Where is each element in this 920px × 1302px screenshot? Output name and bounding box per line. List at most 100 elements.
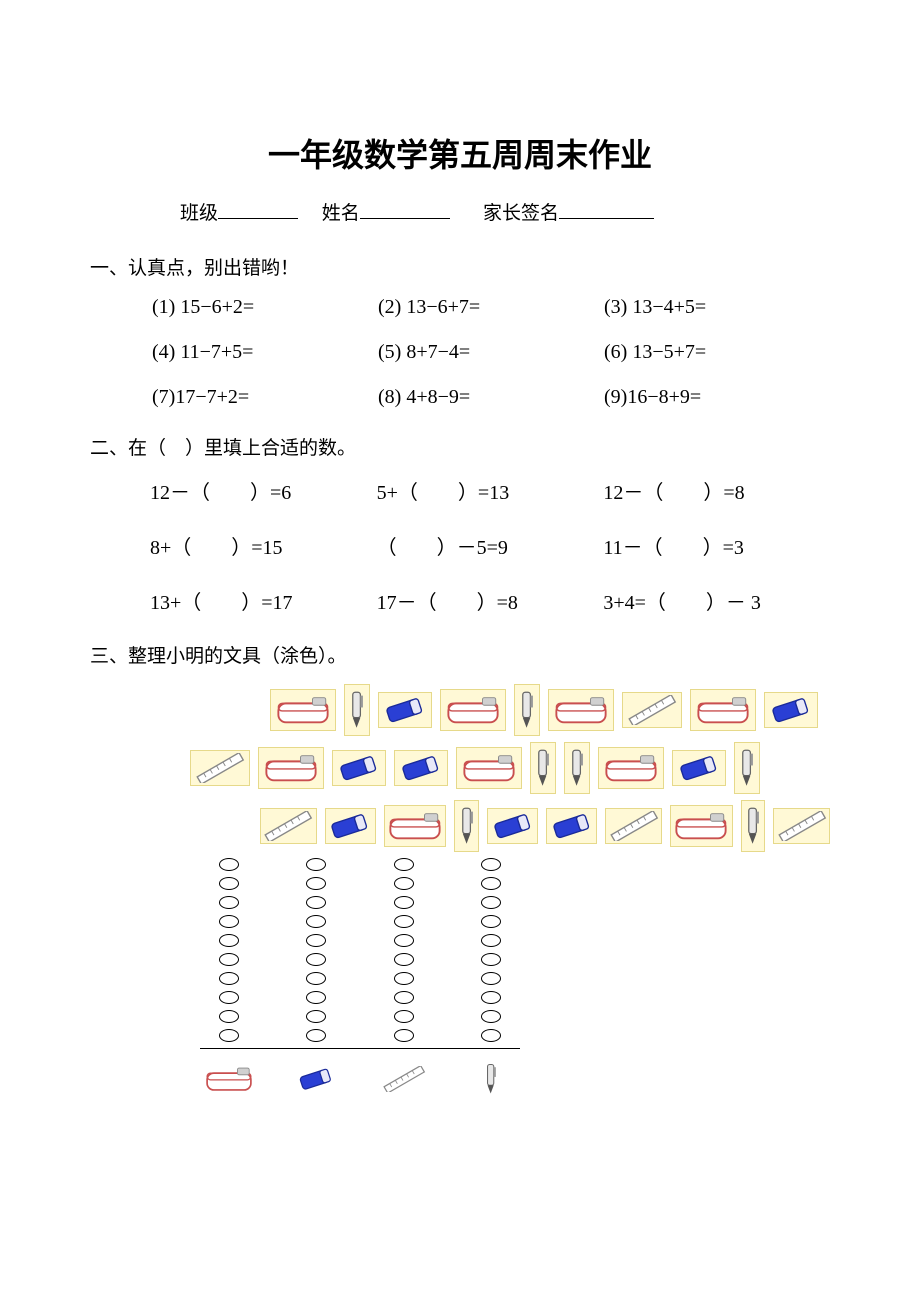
tally-oval[interactable] <box>306 953 326 966</box>
tally-column <box>200 858 258 1042</box>
ruler-icon <box>260 808 317 844</box>
tally-oval[interactable] <box>394 991 414 1004</box>
tally-oval[interactable] <box>306 915 326 928</box>
tally-oval[interactable] <box>481 877 501 890</box>
legend-ruler <box>375 1059 433 1099</box>
name-blank[interactable] <box>360 199 450 219</box>
worksheet-page: 一年级数学第五周周末作业 班级 姓名 家长签名 一、认真点，别出错哟！ (1) … <box>0 0 920 1159</box>
tally-oval[interactable] <box>481 1029 501 1042</box>
tally-oval[interactable] <box>306 972 326 985</box>
box-icon <box>456 747 522 789</box>
tally-oval[interactable] <box>481 934 501 947</box>
info-line: 班级 姓名 家长签名 <box>180 198 830 225</box>
eq-cell: (7)17−7+2= <box>152 386 378 409</box>
eq-cell: (8) 4+8−9= <box>378 386 604 409</box>
scatter-row <box>270 684 830 736</box>
tally-oval[interactable] <box>481 896 501 909</box>
tally-oval[interactable] <box>481 1010 501 1023</box>
tally-oval[interactable] <box>394 915 414 928</box>
tally-oval[interactable] <box>219 972 239 985</box>
section3-head: 三、整理小明的文具（涂色）。 <box>90 641 830 668</box>
tally-oval[interactable] <box>219 934 239 947</box>
eq-cell: (1) 15−6+2= <box>152 296 378 319</box>
tally-oval[interactable] <box>394 1029 414 1042</box>
tally-oval[interactable] <box>394 934 414 947</box>
tally-oval[interactable] <box>481 991 501 1004</box>
legend-eraser <box>288 1059 346 1099</box>
eq-cell: (5) 8+7−4= <box>378 341 604 364</box>
scatter-row <box>260 800 830 852</box>
tally-oval[interactable] <box>219 1029 239 1042</box>
tally-oval[interactable] <box>394 858 414 871</box>
eq-cell: (6) 13−5+7= <box>604 341 830 364</box>
class-label: 班级 <box>180 203 218 224</box>
legend-box <box>200 1059 258 1099</box>
pen-icon <box>454 800 479 852</box>
fill-cell: 12－（ ）=8 <box>603 476 830 505</box>
equation-grid: (1) 15−6+2= (2) 13−6+7= (3) 13−4+5= (4) … <box>152 296 830 409</box>
tally-oval[interactable] <box>306 934 326 947</box>
pen-icon <box>734 742 760 794</box>
tally-oval[interactable] <box>481 953 501 966</box>
eraser-icon <box>378 692 432 728</box>
scatter-row <box>190 742 830 794</box>
tally-column <box>288 858 346 1042</box>
box-icon <box>440 689 506 731</box>
tally-oval[interactable] <box>219 991 239 1004</box>
stationery-scatter <box>190 684 830 852</box>
class-blank[interactable] <box>218 199 298 219</box>
eraser-icon <box>394 750 448 786</box>
box-icon <box>690 689 756 731</box>
fill-cell: 8+（ ）=15 <box>150 531 377 560</box>
ruler-icon <box>190 750 250 786</box>
ruler-icon <box>605 808 662 844</box>
eq-cell: (3) 13−4+5= <box>604 296 830 319</box>
tally-oval[interactable] <box>306 1010 326 1023</box>
tally-oval[interactable] <box>394 953 414 966</box>
tally-oval[interactable] <box>481 915 501 928</box>
fill-cell: 3+4=（ ）－ 3 <box>603 586 830 615</box>
box-icon <box>548 689 614 731</box>
tally-oval[interactable] <box>394 1010 414 1023</box>
tally-oval[interactable] <box>481 858 501 871</box>
eraser-icon <box>672 750 726 786</box>
sign-label: 家长签名 <box>483 203 559 224</box>
ruler-icon <box>773 808 830 844</box>
sign-blank[interactable] <box>559 199 654 219</box>
tally-oval[interactable] <box>219 953 239 966</box>
tally-oval[interactable] <box>306 858 326 871</box>
box-icon <box>598 747 664 789</box>
tally-oval[interactable] <box>394 896 414 909</box>
eraser-icon <box>325 808 376 844</box>
pen-icon <box>514 684 540 736</box>
section1-head: 一、认真点，别出错哟！ <box>90 253 830 280</box>
eq-cell: (9)16−8+9= <box>604 386 830 409</box>
page-title: 一年级数学第五周周末作业 <box>90 130 830 176</box>
tally-oval[interactable] <box>394 877 414 890</box>
tally-oval[interactable] <box>219 877 239 890</box>
eraser-icon <box>487 808 538 844</box>
tally-oval[interactable] <box>306 896 326 909</box>
fill-cell: 12－（ ）=6 <box>150 476 377 505</box>
tally-oval[interactable] <box>219 858 239 871</box>
tally-oval[interactable] <box>394 972 414 985</box>
section2-head: 二、在（ ）里填上合适的数。 <box>90 433 830 460</box>
name-label: 姓名 <box>322 203 360 224</box>
tally-oval[interactable] <box>306 877 326 890</box>
pen-icon <box>344 684 370 736</box>
tally-oval[interactable] <box>219 896 239 909</box>
tally-oval[interactable] <box>306 991 326 1004</box>
eq-cell: (4) 11−7+5= <box>152 341 378 364</box>
tally-oval[interactable] <box>306 1029 326 1042</box>
tally-column <box>375 858 433 1042</box>
eraser-icon <box>764 692 818 728</box>
tally-oval[interactable] <box>219 1010 239 1023</box>
box-icon <box>270 689 336 731</box>
eraser-icon <box>546 808 597 844</box>
tally-oval[interactable] <box>219 915 239 928</box>
eq-cell: (2) 13−6+7= <box>378 296 604 319</box>
fill-cell: 11－（ ）=3 <box>603 531 830 560</box>
legend-pen <box>463 1059 521 1099</box>
tally-oval[interactable] <box>481 972 501 985</box>
box-icon <box>670 805 732 847</box>
